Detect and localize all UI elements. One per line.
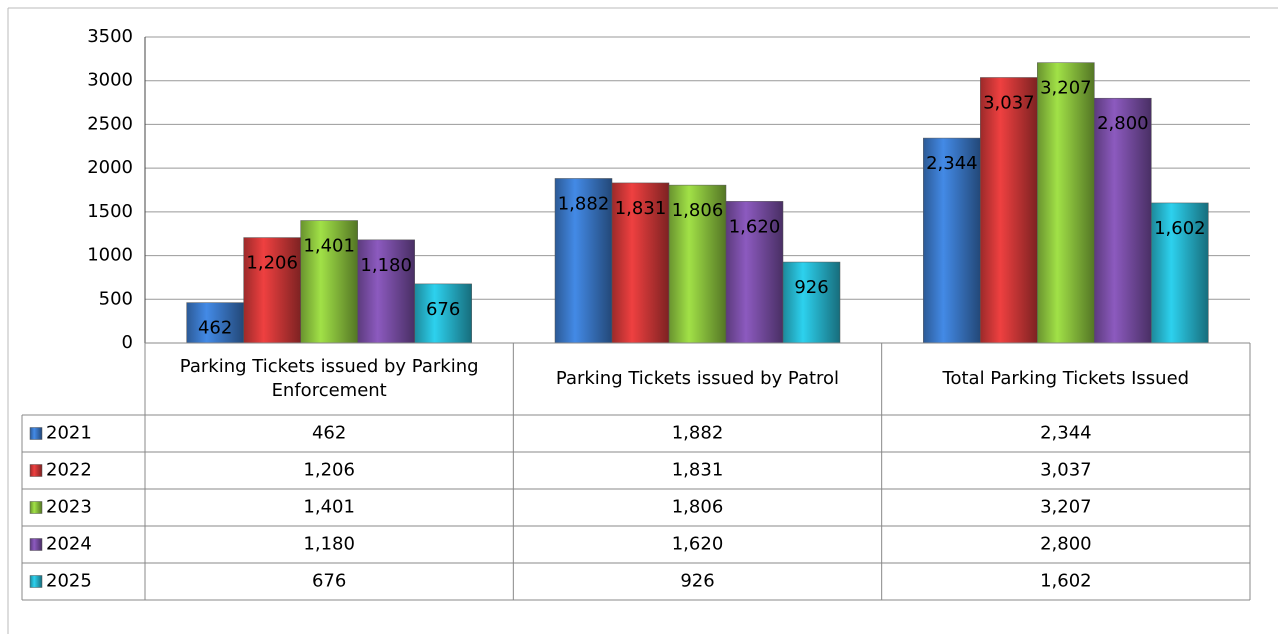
bar (668, 184, 727, 344)
data-label: 676 (426, 299, 460, 320)
legend-label: 2021 (46, 423, 92, 444)
bar (611, 182, 670, 344)
data-label: 1,401 (303, 236, 355, 257)
legend-key (29, 575, 43, 588)
table-cell: 1,882 (672, 423, 724, 444)
y-tick-label: 500 (99, 288, 133, 309)
y-tick-label: 3500 (87, 26, 133, 47)
data-label: 1,806 (672, 200, 724, 221)
table-cell: 1,620 (672, 534, 724, 555)
y-tick-label: 1500 (87, 201, 133, 222)
bar (923, 137, 981, 344)
data-label: 1,180 (360, 255, 412, 276)
category-label: Parking Tickets issued by Parking Enforc… (179, 356, 479, 401)
bar (414, 283, 472, 344)
data-label: 2,800 (1097, 113, 1149, 134)
legend-key (29, 427, 43, 440)
legend-label: 2024 (46, 534, 92, 555)
legend-key (29, 464, 43, 477)
data-label: 3,037 (983, 92, 1035, 113)
bar (243, 237, 301, 344)
table-cell: 3,207 (1040, 497, 1092, 518)
data-label: 2,344 (926, 153, 978, 174)
table-cell: 2,344 (1040, 423, 1092, 444)
table-cell: 462 (312, 423, 346, 444)
legend-key (29, 538, 43, 551)
bar (725, 201, 784, 344)
legend-label: 2022 (46, 460, 92, 481)
table-cell: 1,206 (303, 460, 355, 481)
y-tick-label: 1000 (87, 245, 133, 266)
bar (554, 178, 613, 344)
data-label: 1,882 (558, 193, 610, 214)
table-cell: 1,401 (303, 497, 355, 518)
table-cell: 3,037 (1040, 460, 1092, 481)
bar (1037, 62, 1095, 344)
y-tick-label: 0 (122, 332, 133, 353)
bar (357, 239, 415, 344)
legend-label: 2025 (46, 571, 92, 592)
y-tick-label: 2500 (87, 113, 133, 134)
data-label: 462 (198, 318, 232, 339)
table-cell: 926 (680, 571, 714, 592)
bar (1151, 202, 1209, 344)
table-cell: 676 (312, 571, 346, 592)
data-label: 926 (794, 277, 828, 298)
table-cell: 2,800 (1040, 534, 1092, 555)
data-label: 1,602 (1154, 218, 1206, 239)
data-label: 3,207 (1040, 78, 1092, 99)
data-label: 1,620 (729, 216, 781, 237)
bar (1094, 97, 1152, 344)
table-cell: 1,602 (1040, 571, 1092, 592)
y-tick-label: 2000 (87, 157, 133, 178)
legend-label: 2023 (46, 497, 92, 518)
bar (782, 261, 841, 344)
bar (980, 77, 1038, 344)
table-cell: 1,806 (672, 497, 724, 518)
data-label: 1,831 (615, 198, 667, 219)
category-label: Total Parking Tickets Issued (942, 368, 1190, 389)
table-cell: 1,180 (303, 534, 355, 555)
legend-key (29, 501, 43, 514)
category-label: Parking Tickets issued by Patrol (555, 368, 840, 389)
data-label: 1,206 (246, 253, 298, 274)
y-tick-label: 3000 (87, 70, 133, 91)
table-cell: 1,831 (672, 460, 724, 481)
